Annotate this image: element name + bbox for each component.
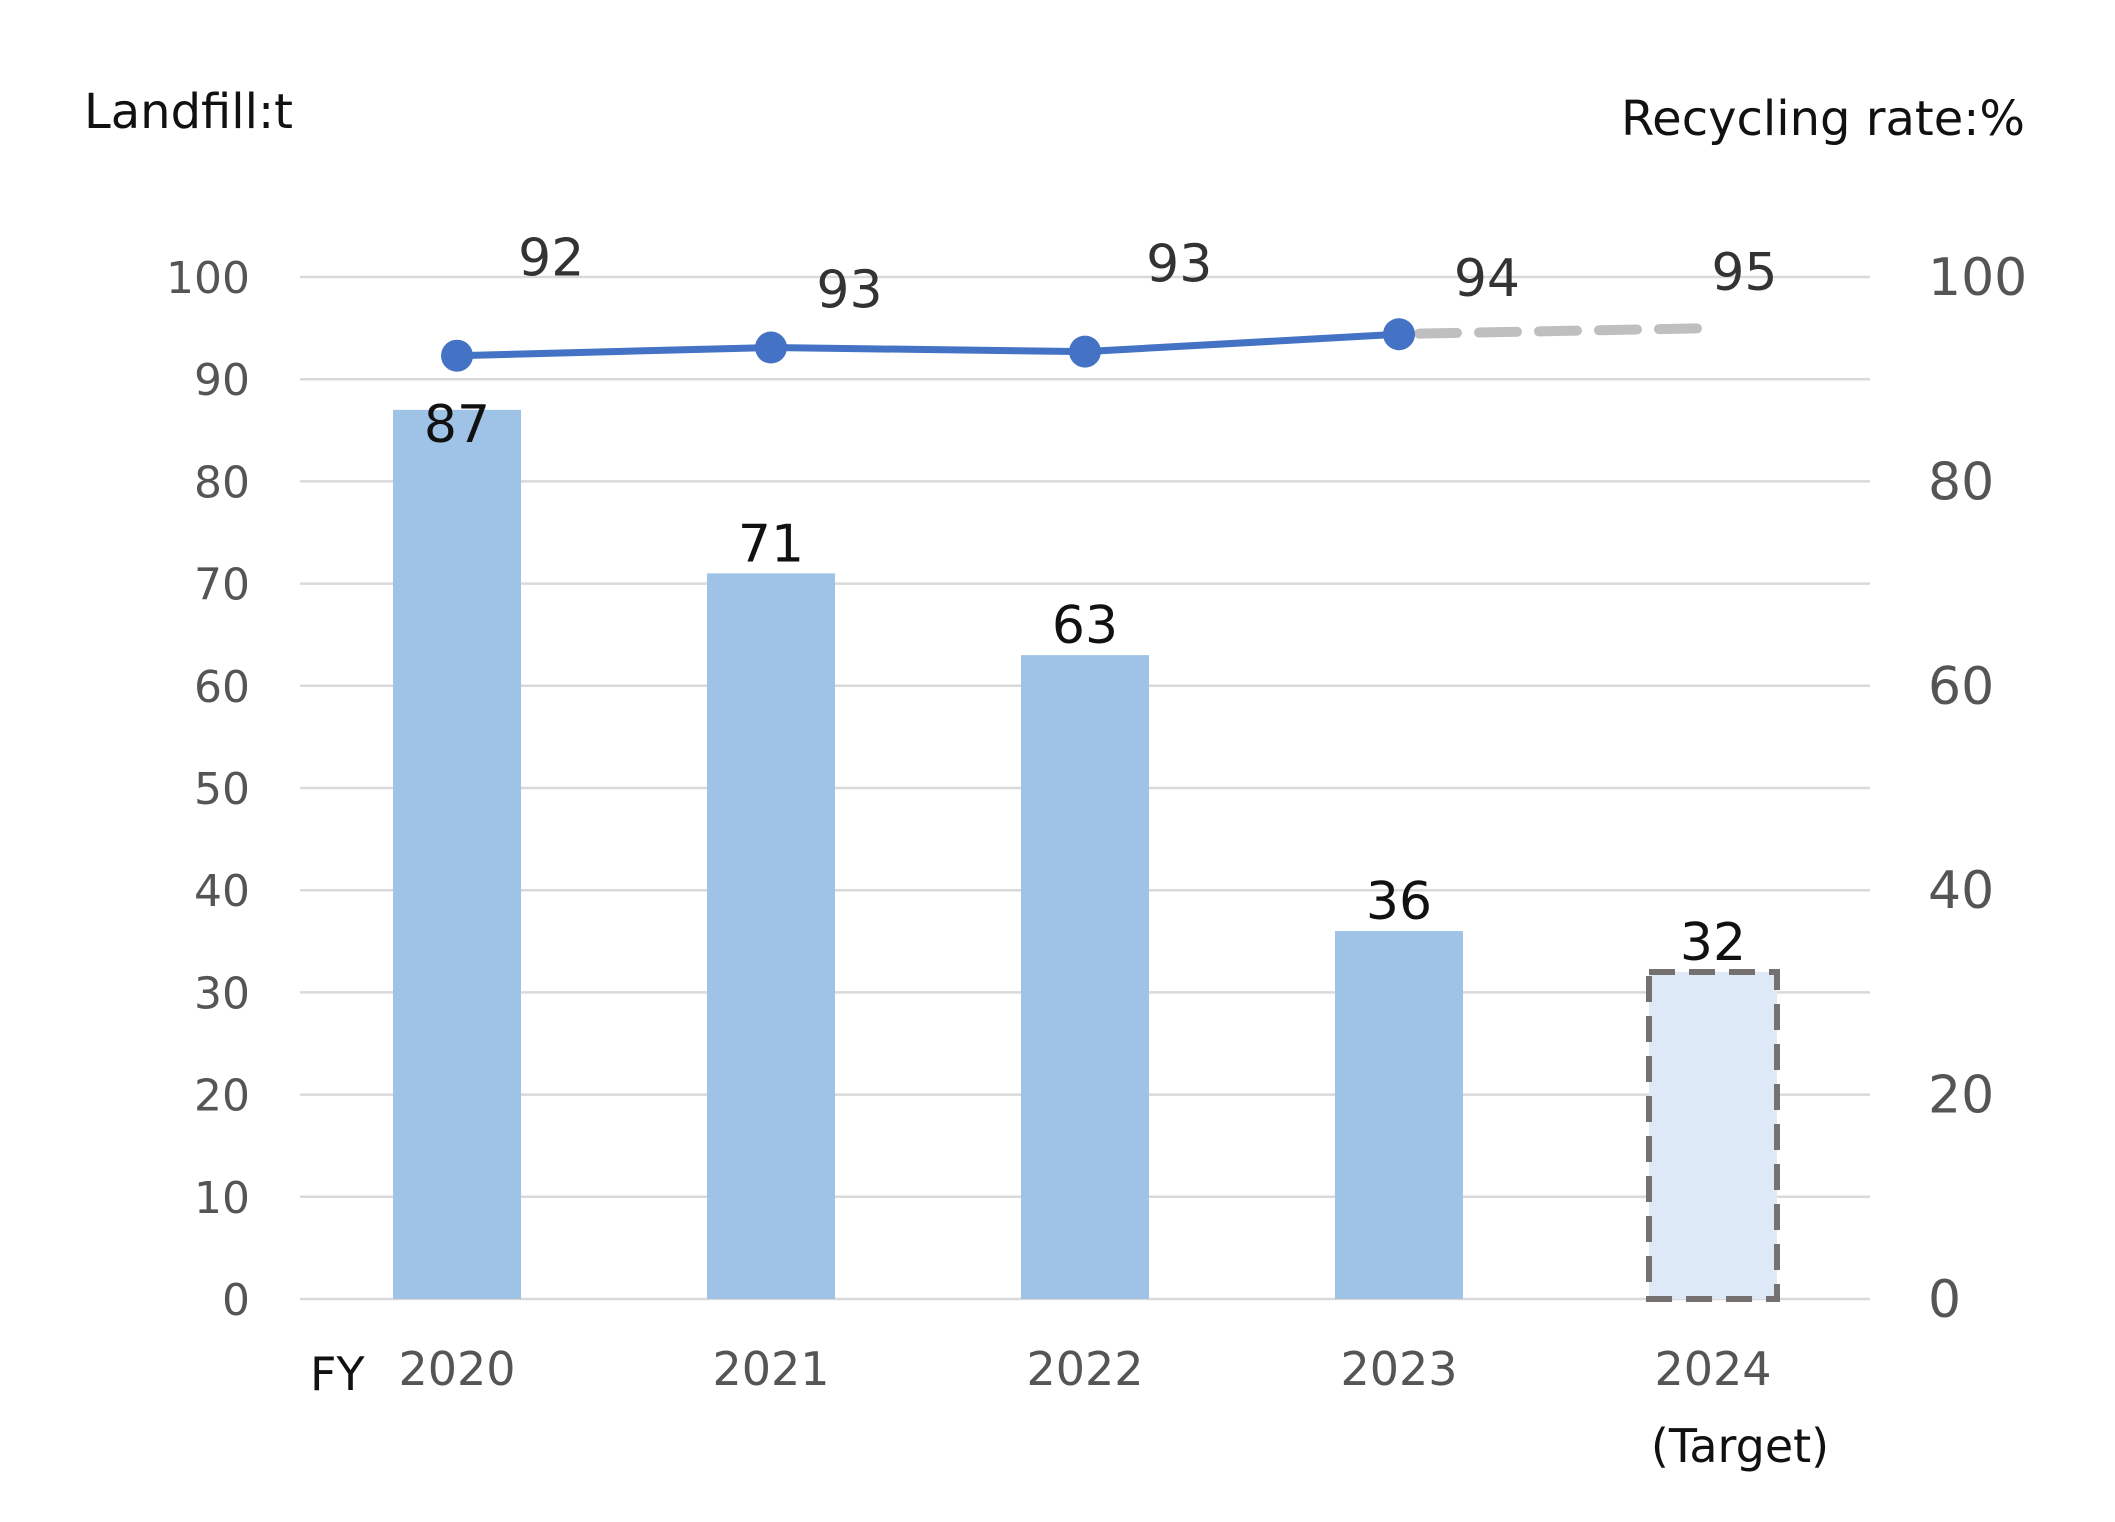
line-series-actual (456, 330, 1400, 360)
left-tick-label: 60 (194, 662, 250, 713)
landfill-bars: 87 71 63 36 32 (393, 395, 1780, 1303)
category-label: 2020 (398, 1342, 515, 1396)
right-tick-label: 0 (1928, 1270, 1961, 1330)
bar-value-label: 71 (738, 514, 804, 574)
line-point (1383, 318, 1415, 351)
line-series-target (1414, 323, 1718, 339)
bar-value-label: 32 (1680, 913, 1746, 973)
bar (1021, 655, 1149, 1299)
left-tick-label: 50 (194, 764, 250, 815)
right-tick-label: 60 (1928, 657, 1994, 717)
right-tick-label: 100 (1928, 248, 2027, 308)
left-tick-label: 90 (194, 355, 250, 406)
left-tick-label: 10 (194, 1173, 250, 1224)
left-tick-label: 0 (222, 1275, 250, 1326)
left-tick-label: 20 (194, 1071, 250, 1122)
line-value-label: 95 (1711, 243, 1777, 303)
line-value-label: 92 (518, 229, 584, 289)
bar (1335, 931, 1463, 1299)
left-tick-label: 100 (166, 253, 250, 304)
left-tick-label: 80 (194, 457, 250, 508)
right-tick-label: 20 (1928, 1066, 1994, 1126)
left-axis-ticks: 0 10 20 30 40 50 60 70 80 90 100 (166, 253, 250, 1326)
category-labels: 2020 2021 2022 2023 2024 (398, 1342, 1771, 1396)
category-label: 2022 (1026, 1342, 1143, 1396)
left-tick-label: 30 (194, 968, 250, 1019)
bar-value-label: 36 (1366, 872, 1432, 932)
bar (393, 409, 521, 1299)
right-axis-ticks: 0 20 40 60 80 100 (1928, 248, 2027, 1330)
line-point (1069, 335, 1101, 368)
bar (707, 573, 835, 1299)
recycling-rate-line: 92 93 93 94 95 (441, 229, 1777, 372)
bar-value-label: 63 (1052, 596, 1118, 656)
line-value-label: 93 (1146, 235, 1212, 295)
category-label: 2023 (1340, 1342, 1457, 1396)
target-note: (Target) (1651, 1419, 1829, 1473)
left-tick-label: 40 (194, 866, 250, 917)
right-tick-label: 40 (1928, 861, 1994, 921)
line-point (441, 339, 473, 372)
left-tick-label: 70 (194, 560, 250, 611)
line-point (755, 331, 787, 364)
line-value-label: 94 (1454, 249, 1520, 309)
right-axis-title: Recycling rate:% (1621, 91, 2025, 147)
left-axis-title: Landfill:t (84, 84, 293, 140)
bar-target (1646, 968, 1780, 1303)
right-tick-label: 80 (1928, 452, 1994, 512)
category-label: 2024 (1654, 1342, 1771, 1396)
line-value-label: 93 (816, 261, 882, 321)
bar-value-label: 87 (424, 395, 490, 455)
fy-label: FY (310, 1347, 365, 1401)
category-label: 2021 (712, 1342, 829, 1396)
